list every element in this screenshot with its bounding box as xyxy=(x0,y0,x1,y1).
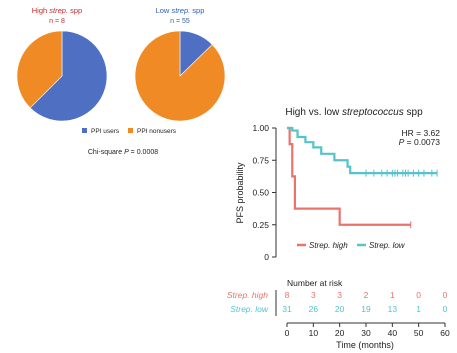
y-tick-label: 0.50 xyxy=(252,188,269,198)
y-tick-label: 1.00 xyxy=(252,123,269,133)
risk-cell: 0 xyxy=(443,304,448,314)
pie-low-title: Low strep. spp xyxy=(156,6,205,15)
risk-cell: 19 xyxy=(361,304,371,314)
risk-cell: 26 xyxy=(309,304,319,314)
risk-cell: 0 xyxy=(443,290,448,300)
risk-cell: 3 xyxy=(337,290,342,300)
risk-cell: 20 xyxy=(335,304,345,314)
x-tick-label: 40 xyxy=(388,328,398,338)
km-curves xyxy=(287,126,438,229)
pie-low-n: n = 55 xyxy=(170,18,190,25)
risk-cell: 1 xyxy=(390,290,395,300)
y-tick-label: 0.25 xyxy=(252,220,269,230)
legend-ppi-users-swatch xyxy=(82,128,87,133)
legend-strep-high-label: Strep. high xyxy=(309,241,348,250)
x-tick-label: 30 xyxy=(361,328,371,338)
km-title: High vs. low streptococcus spp xyxy=(285,107,423,118)
km-curve-strep-low xyxy=(287,126,438,175)
chi-square-label: Chi-square P = 0.0008 xyxy=(88,149,158,156)
risk-cell: 2 xyxy=(364,290,369,300)
hr-label: HR = 3.62 xyxy=(401,128,440,138)
pie-slice-ppi-nonusers xyxy=(134,30,226,122)
pie-slice-ppi-users xyxy=(29,30,108,122)
risk-cell: 1 xyxy=(416,304,421,314)
km-axes: 0 0.25 0.50 0.75 1.00 xyxy=(252,123,277,262)
km-curve-strep-high xyxy=(287,126,411,226)
y-axis-label: PFS probability xyxy=(235,162,245,224)
pie-low xyxy=(134,30,226,122)
y-tick-label: 0.75 xyxy=(252,155,269,165)
risk-row-label-low: Strep. low xyxy=(230,304,269,314)
pie-high-title: High strep. spp xyxy=(32,6,82,15)
risk-cell: 3 xyxy=(311,290,316,300)
risk-cell: 0 xyxy=(416,290,421,300)
x-tick-label: 20 xyxy=(335,328,345,338)
pie-slice-ppi-nonusers xyxy=(16,30,63,109)
x-tick-label: 0 xyxy=(285,328,290,338)
y-tick-label: 0 xyxy=(264,252,269,262)
risk-cell: 8 xyxy=(285,290,290,300)
risk-table-title: Number at risk xyxy=(287,278,343,288)
risk-cell: 13 xyxy=(388,304,398,314)
x-axis-label: Time (months) xyxy=(336,340,394,350)
legend-strep-low-label: Strep. low xyxy=(369,241,406,250)
pie-high-n: n = 8 xyxy=(49,18,65,25)
x-tick-label: 60 xyxy=(440,328,450,338)
p-value-label: P = 0.0073 xyxy=(399,137,441,147)
pie-high xyxy=(16,30,108,122)
risk-row-label-high: Strep. high xyxy=(227,290,268,300)
x-tick-label: 10 xyxy=(309,328,319,338)
x-tick-label: 50 xyxy=(414,328,424,338)
risk-cell: 31 xyxy=(282,304,292,314)
legend-ppi-nonusers-swatch xyxy=(128,128,133,133)
legend-ppi-users-label: PPI users xyxy=(91,128,120,135)
legend-ppi-nonusers-label: PPI nonusers xyxy=(137,128,177,135)
time-axis: 0 10 20 30 40 50 60 xyxy=(285,322,450,338)
risk-table-cells: 8 3 3 2 1 0 0 31 26 20 19 13 1 0 xyxy=(275,290,448,316)
